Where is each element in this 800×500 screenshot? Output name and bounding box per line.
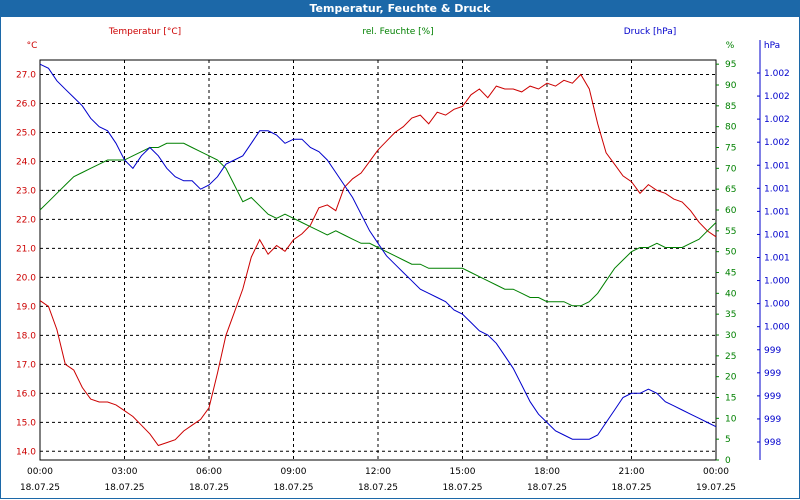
legend-humidity: rel. Feuchte [%]: [362, 27, 433, 37]
temperature-tick-label: 20.0: [16, 273, 36, 283]
temperature-line: [39, 73, 717, 447]
temperature-tick-label: 24.0: [16, 157, 36, 167]
humidity-tick-label: 60: [725, 206, 737, 216]
window-title: Temperatur, Feuchte & Druck: [309, 2, 491, 15]
pressure-tick-label: 1.001: [764, 184, 790, 194]
pressure-tick-label: 999: [764, 392, 781, 402]
temperature-tick-label: 25.0: [16, 128, 36, 138]
temperature-tick-label: 18.0: [16, 331, 36, 341]
legend-pressure: Druck [hPa]: [624, 27, 677, 37]
x-tick-date: 18.07.25: [442, 483, 482, 493]
humidity-tick-label: 65: [725, 185, 736, 195]
pressure-tick-label: 998: [764, 438, 781, 448]
temperature-tick-label: 22.0: [16, 215, 36, 225]
pressure-tick-label: 999: [764, 415, 781, 425]
x-tick-time: 06:00: [196, 467, 222, 477]
humidity-tick-label: 80: [725, 123, 737, 133]
temperature-tick-label: 21.0: [16, 244, 36, 254]
temperature-tick-label: 26.0: [16, 99, 36, 109]
legend-temperature: Temperatur [°C]: [108, 27, 181, 37]
pressure-axis-unit: hPa: [764, 41, 780, 51]
humidity-tick-label: 15: [725, 394, 736, 404]
x-tick-time: 21:00: [619, 467, 645, 477]
temperature-tick-label: 19.0: [16, 302, 36, 312]
pressure-tick-label: 1.000: [764, 300, 790, 310]
pressure-tick-label: 1.001: [764, 207, 790, 217]
temperature-tick-label: 17.0: [16, 360, 36, 370]
humidity-tick-label: 20: [725, 373, 737, 383]
pressure-tick-label: 1.002: [764, 138, 790, 148]
pressure-tick-label: 1.001: [764, 230, 790, 240]
humidity-tick-label: 0: [725, 456, 731, 466]
humidity-tick-label: 70: [725, 164, 737, 174]
x-tick-date: 18.07.25: [611, 483, 651, 493]
temperature-tick-label: 23.0: [16, 186, 36, 196]
x-tick-date: 18.07.25: [527, 483, 567, 493]
pressure-line: [39, 63, 717, 440]
humidity-tick-label: 75: [725, 144, 736, 154]
humidity-tick-label: 30: [725, 331, 737, 341]
temperature-tick-label: 14.0: [16, 447, 36, 457]
x-tick-time: 00:00: [27, 467, 53, 477]
title-bar: Temperatur, Feuchte & Druck: [0, 0, 800, 17]
x-tick-date: 18.07.25: [104, 483, 144, 493]
humidity-tick-label: 10: [725, 414, 737, 424]
pressure-tick-label: 1.002: [764, 69, 790, 79]
humidity-tick-label: 35: [725, 310, 736, 320]
x-tick-time: 18:00: [534, 467, 560, 477]
left-axis-unit: °C: [27, 41, 38, 51]
pressure-tick-label: 999: [764, 369, 781, 379]
pressure-tick-label: 1.002: [764, 92, 790, 102]
x-tick-time: 00:00: [703, 467, 729, 477]
pressure-tick-label: 1.000: [764, 323, 790, 333]
x-tick-date: 18.07.25: [189, 483, 229, 493]
pressure-tick-label: 1.000: [764, 277, 790, 287]
x-tick-time: 09:00: [281, 467, 307, 477]
pressure-tick-label: 1.001: [764, 254, 790, 264]
x-tick-date: 18.07.25: [273, 483, 313, 493]
pressure-tick-label: 1.001: [764, 161, 790, 171]
axis-layer: 00:00 18.07.25 03:00 18.07.25 06:00 18.07.25 0…: [16, 40, 790, 493]
humidity-tick-label: 45: [725, 269, 736, 279]
humidity-tick-label: 90: [725, 81, 737, 91]
grid-layer: [39, 59, 717, 461]
temperature-tick-label: 16.0: [16, 389, 36, 399]
humidity-tick-label: 40: [725, 289, 737, 299]
x-tick-time: 15:00: [450, 467, 476, 477]
x-tick-date: 19.07.25: [696, 483, 736, 493]
pressure-tick-label: 999: [764, 346, 781, 356]
humidity-tick-label: 85: [725, 102, 736, 112]
series-layer: [39, 63, 717, 447]
x-tick-time: 12:00: [365, 467, 391, 477]
temperature-tick-label: 15.0: [16, 418, 36, 428]
humidity-line: [39, 142, 717, 307]
humidity-tick-label: 5: [725, 435, 731, 445]
humidity-tick-label: 95: [725, 60, 736, 70]
humidity-tick-label: 50: [725, 248, 737, 258]
humidity-axis-unit: %: [726, 41, 735, 51]
temperature-tick-label: 27.0: [16, 70, 36, 80]
pressure-tick-label: 1.002: [764, 115, 790, 125]
x-tick-time: 03:00: [112, 467, 138, 477]
x-tick-date: 18.07.25: [358, 483, 398, 493]
x-tick-date: 18.07.25: [20, 483, 60, 493]
humidity-tick-label: 55: [725, 227, 736, 237]
humidity-tick-label: 25: [725, 352, 736, 362]
